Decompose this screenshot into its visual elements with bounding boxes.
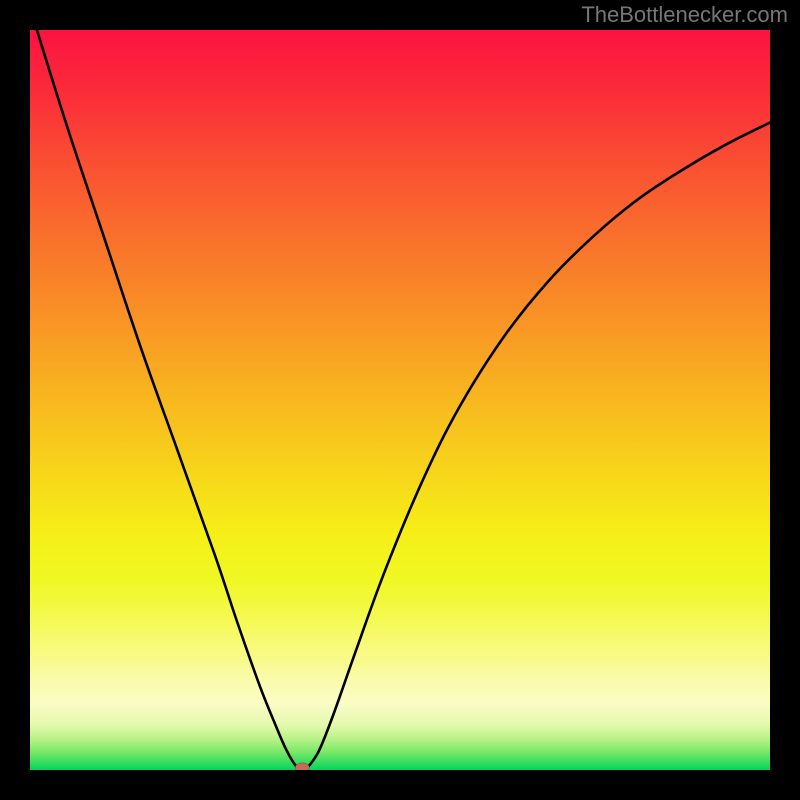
watermark-text: TheBottlenecker.com (581, 2, 788, 27)
plot-background-gradient (30, 30, 770, 770)
